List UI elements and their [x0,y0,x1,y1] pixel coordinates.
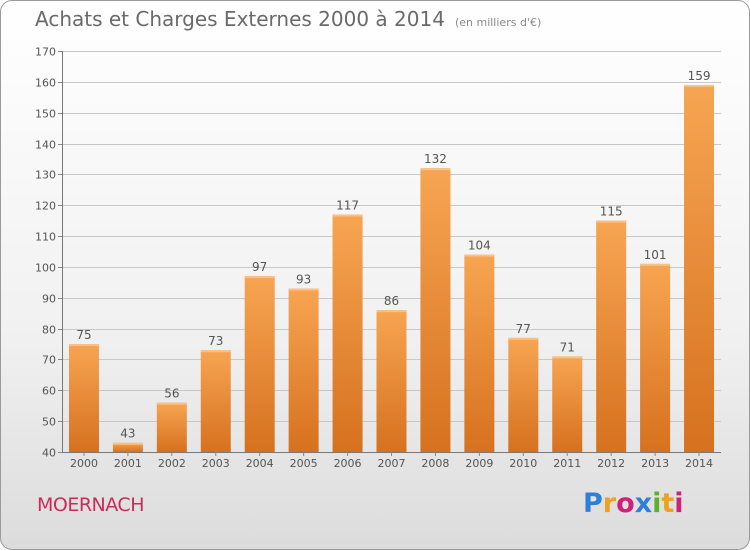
x-tick-label: 2014 [685,457,713,470]
data-label-2012: 115 [600,205,623,219]
logo-letter: i [674,488,684,519]
bar-2013 [640,263,671,452]
bar-2014 [684,84,715,452]
logo-letter: i [652,488,662,519]
bar-2000 [68,344,99,452]
data-label-2013: 101 [644,248,667,262]
bar-2006 [332,214,363,452]
bar-top-highlight [68,344,99,347]
city-name: MOERNACH [37,494,145,516]
x-tick-label: 2004 [246,457,274,470]
bar-top-highlight [552,356,583,359]
logo-letter: P [583,488,603,519]
bar-2011 [552,356,583,452]
bar-2004 [244,276,275,452]
data-label-2000: 75 [76,328,91,342]
bar-2007 [376,310,407,452]
data-label-2010: 77 [516,322,531,336]
bar-top-highlight [288,288,319,291]
bars [68,84,715,452]
data-label-2002: 56 [164,387,179,401]
bar-top-highlight [244,276,275,279]
data-label-2004: 97 [252,260,267,274]
y-tick-label: 90 [42,293,56,306]
x-tick-label: 2000 [70,457,98,470]
logo-letter: x [634,488,653,519]
logo-letter: t [661,488,675,519]
x-tick-label: 2006 [334,457,362,470]
x-tick-label: 2005 [290,457,318,470]
data-label-2008: 132 [424,152,447,166]
bar-2008 [420,168,451,452]
proxiti-logo: Proxiti [583,488,684,519]
bar-top-highlight [156,402,187,405]
data-label-2009: 104 [468,239,491,253]
chart-title-text: Achats et Charges Externes 2000 à 2014 [35,7,445,31]
data-label-2005: 93 [296,273,311,287]
y-tick-label: 50 [42,416,56,429]
bar-top-highlight [640,263,671,266]
data-labels: 75 43 56 73 97 93 117 86 132 104 77 71 115 101 159 [76,69,710,441]
data-label-2014: 159 [688,69,711,83]
y-tick-label: 170 [35,46,56,59]
bar-top-highlight [596,220,627,223]
y-tick-label: 70 [42,354,56,367]
bar-2002 [156,402,187,452]
y-tick-label: 120 [35,200,56,213]
y-tick-label: 160 [35,77,56,90]
bar-top-highlight [464,254,495,257]
bar-top-highlight [684,84,715,87]
y-tick-label: 100 [35,262,56,275]
bar-2009 [464,254,495,452]
x-tick-label: 2002 [158,457,186,470]
data-label-2001: 43 [120,427,135,441]
bar-2012 [596,220,627,452]
x-tick-label: 2001 [114,457,142,470]
y-tick-label: 40 [42,447,56,460]
x-tick-label: 2010 [509,457,537,470]
y-tick-label: 60 [42,385,56,398]
y-tick-label: 110 [35,231,56,244]
axes: 40 50 60 70 80 90 100 110 120 130 140 150 160 170 2000… [35,46,721,470]
bar-2005 [288,288,319,452]
y-tick-label: 140 [35,139,56,152]
x-tick-label: 2003 [202,457,230,470]
bar-top-highlight [112,442,143,445]
bar-2010 [508,337,539,452]
bar-2001 [112,442,143,452]
x-tick-label: 2009 [465,457,493,470]
x-tick-label: 2012 [597,457,625,470]
x-tick-label: 2008 [421,457,449,470]
bar-top-highlight [508,337,539,340]
data-label-2003: 73 [208,334,223,348]
data-label-2011: 71 [560,340,575,354]
bar-top-highlight [332,214,363,217]
bar-top-highlight [376,310,407,313]
y-tick-label: 150 [35,108,56,121]
y-tick-label: 130 [35,169,56,182]
x-tick-label: 2013 [641,457,669,470]
chart-title: Achats et Charges Externes 2000 à 2014 (e… [35,7,541,31]
data-label-2006: 117 [336,198,359,212]
bar-top-highlight [200,350,231,353]
x-tick-label: 2011 [553,457,581,470]
data-label-2007: 86 [384,294,399,308]
bar-2003 [200,350,231,452]
logo-letter: r [602,488,617,519]
logo-letter: o [616,488,635,519]
bar-top-highlight [420,168,451,171]
x-tick-label: 2007 [378,457,406,470]
chart-subtitle: (en milliers d'€) [454,16,542,29]
y-tick-label: 80 [42,324,56,337]
